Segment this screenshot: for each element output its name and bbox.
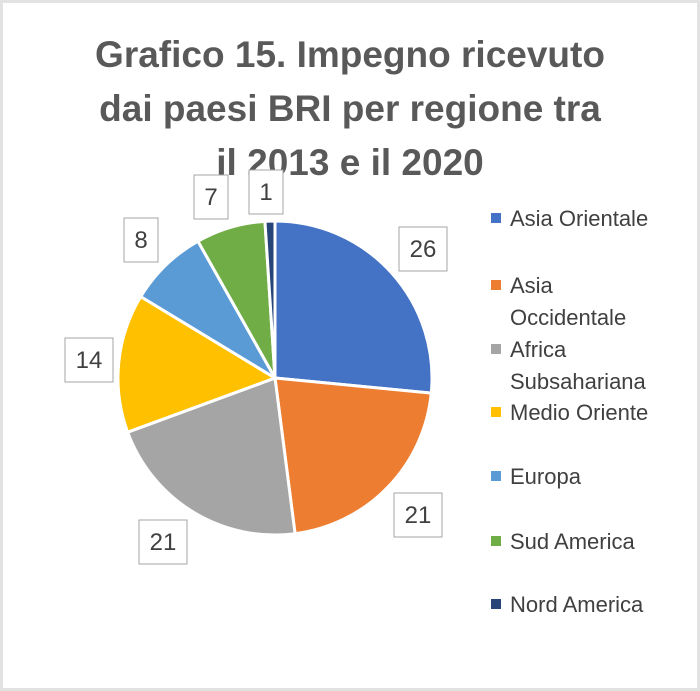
pie-slice-nord-america	[263, 219, 277, 380]
legend-swatch-europa	[491, 471, 501, 481]
legend-swatch-africa-subsahariana	[491, 344, 501, 354]
legend-label-africa-subsahariana: Africa Subsahariana	[510, 337, 647, 394]
data-label-box-asia-occidentale	[393, 492, 443, 538]
legend-swatch-asia-orientale	[491, 213, 501, 223]
legend-swatch-medio-oriente	[491, 407, 501, 417]
legend-label-europa: Europa	[510, 464, 582, 489]
data-label-asia-occidentale: 21	[405, 502, 432, 529]
data-label-europa: 8	[134, 227, 147, 254]
legend-swatch-sud-america	[491, 536, 501, 546]
data-label-sud-america: 7	[204, 184, 217, 211]
legend-label-nord-america: Nord America	[510, 592, 644, 617]
legend-label-sud-america: Sud America	[510, 529, 635, 554]
pie-data-labels: 26 21 21 14 8 7 1	[64, 169, 448, 565]
pie-slice-asia-orientale	[273, 219, 434, 395]
legend-swatch-nord-america	[491, 599, 501, 609]
data-label-africa-subsahariana: 21	[150, 529, 177, 556]
pie-slice-asia-occidentale	[273, 376, 433, 536]
legend-label-asia-orientale: Asia Orientale	[510, 206, 648, 231]
chart-title-line-2: dai paesi BRI per regione tra	[99, 88, 601, 129]
data-label-box-sud-america	[193, 174, 229, 220]
pie-slices	[116, 219, 434, 537]
data-label-box-asia-orientale	[398, 226, 448, 272]
data-label-box-europa	[123, 217, 159, 263]
legend-swatch-asia-occidentale	[491, 280, 501, 290]
data-label-medio-oriente: 14	[76, 347, 103, 374]
data-label-asia-orientale: 26	[410, 236, 437, 263]
chart-legend: Asia Orientale Asia Occidentale Africa Subsa…	[491, 206, 648, 617]
legend-label-asia-occidentale: Asia Occidentale	[510, 273, 626, 330]
data-label-nord-america: 1	[259, 179, 272, 206]
pie-slice-medio-oriente	[116, 295, 277, 434]
chart-title-line-1: Grafico 15. Impegno ricevuto	[95, 34, 605, 75]
data-label-box-medio-oriente	[64, 337, 114, 383]
data-label-box-nord-america	[248, 169, 284, 215]
legend-label-medio-oriente: Medio Oriente	[510, 400, 648, 425]
data-label-box-africa-subsahariana	[138, 519, 188, 565]
